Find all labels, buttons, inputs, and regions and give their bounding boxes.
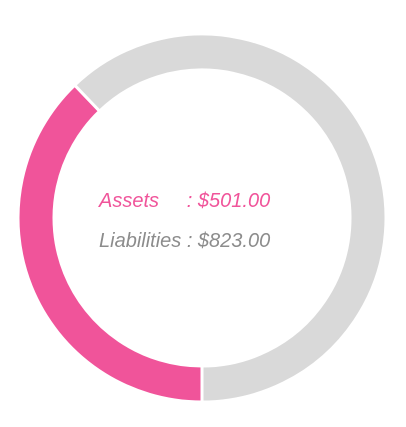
liabilities-label: Liabilities : $823.00 [99,230,271,252]
assets-label: Assets : $501.00 [99,190,271,212]
donut-slices [16,32,388,404]
donut-slice-liabilities [72,32,388,404]
